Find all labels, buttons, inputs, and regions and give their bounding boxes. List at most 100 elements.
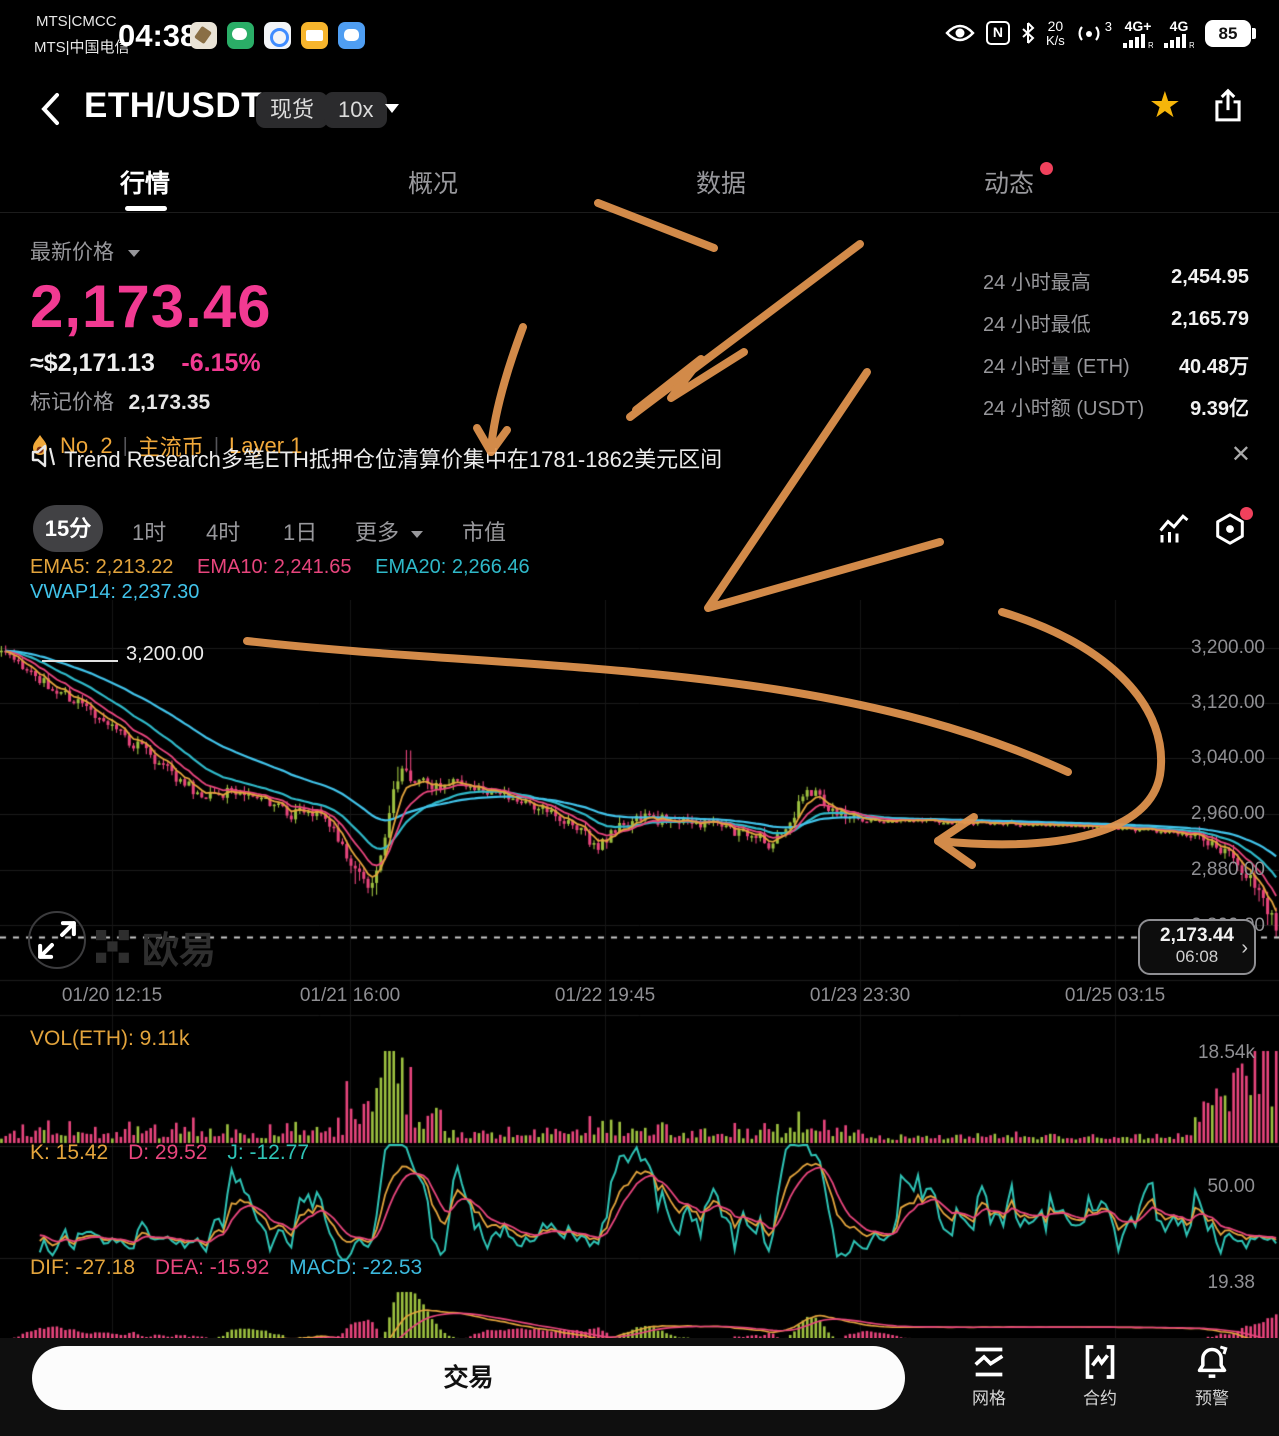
timeframe-1h[interactable]: 1时 (132, 520, 167, 545)
carrier-label: MTS|CMCC (36, 13, 117, 30)
y-tick: 2,960.00 (1191, 803, 1265, 824)
kdj-k-value: K: 15.42 (30, 1141, 109, 1164)
price-dropdown-icon (127, 249, 140, 257)
okx-watermark: 欧易 (96, 920, 216, 974)
x-tick: 01/22 19:45 (554, 985, 656, 1006)
tag-chevron-icon: › (1241, 937, 1248, 959)
x-tick: 01/23 23:30 (809, 985, 911, 1006)
y-tick: 3,120.00 (1191, 692, 1265, 713)
status-icons: N 20 K/s 3 4G+ R 4G R 85 (945, 17, 1256, 48)
tag-time: 06:08 (1175, 947, 1219, 966)
timeframe-15m[interactable]: 15分 (33, 505, 103, 552)
vol-value: VOL(ETH): 9.11k (30, 1027, 190, 1050)
tag-price: 2,173.44 (1160, 925, 1234, 946)
grid-bot-icon (974, 1347, 1004, 1377)
browser-app-icon (264, 22, 291, 49)
macd-dif-value: DIF: -27.18 (30, 1256, 136, 1279)
ema10-value: EMA10: 2,241.65 (197, 556, 352, 578)
eye-comfort-icon (945, 24, 975, 42)
x-tick: 01/21 16:00 (299, 985, 401, 1006)
network-speed: 20 K/s (1045, 17, 1065, 48)
first-price-label: 3,200.00 (126, 643, 204, 665)
clock: 04:38 (118, 18, 198, 53)
alert-label: 预警 (1195, 1389, 1229, 1408)
mark-price-label: 标记价格 (30, 391, 114, 414)
tab-overview[interactable]: 概况 (407, 170, 458, 198)
ema5-value: EMA5: 2,213.22 (30, 556, 174, 578)
fullscreen-icon[interactable] (28, 911, 86, 969)
mail-app-icon (301, 22, 328, 49)
y-tick: 3,200.00 (1191, 637, 1265, 658)
first-price-tickline (42, 660, 118, 662)
alert-bell-icon (1197, 1345, 1228, 1378)
bottom-bar: 交易 网格 合约 预警 (0, 1338, 1279, 1436)
header: ETH/USDT 现货 10x ★ (0, 78, 1279, 140)
kdj-indicator-row: K: 15.42 D: 29.52 J: -12.77 (30, 1141, 309, 1165)
bluetooth-icon (1022, 22, 1035, 44)
y-tick: 2,880.00 (1191, 859, 1265, 880)
trade-button[interactable]: 交易 (32, 1346, 905, 1410)
rank-badge: No. 2 (60, 433, 113, 458)
wechat-app-icon (227, 22, 254, 49)
share-icon[interactable] (1211, 88, 1245, 124)
tab-quotes[interactable]: 行情 (119, 170, 170, 198)
x-tick: 01/25 03:15 (1064, 985, 1166, 1006)
token-tags-row[interactable]: No. 2 | 主流币 | Layer 1 (30, 430, 302, 462)
vwap-value: VWAP14: 2,237.30 (30, 581, 200, 603)
price-change: -6.15% (181, 349, 261, 377)
pair-title: ETH/USDT (84, 86, 263, 125)
carrier-label-2: MTS|中国电信 (34, 39, 130, 56)
watermark-brand: 欧易 (142, 930, 216, 971)
pair-dropdown-icon[interactable] (385, 104, 399, 113)
okx-logo-icon (96, 930, 129, 963)
timeframe-bar: 15分 1时 4时 1日 更多 市值 (0, 503, 1279, 557)
macd-dea-value: DEA: -15.92 (154, 1256, 270, 1279)
kdj-d-value: D: 29.52 (128, 1141, 208, 1164)
kdj-axis-mid: 50.00 (1207, 1176, 1255, 1197)
kdj-j-value: J: -12.77 (227, 1141, 310, 1164)
chart-settings-icon[interactable] (1212, 511, 1248, 547)
last-price-label[interactable]: 最新价格 (30, 236, 302, 266)
notes-app-icon (190, 22, 217, 49)
alert-button[interactable]: 预警 (1176, 1342, 1248, 1409)
chart-style-icon[interactable] (1156, 511, 1192, 547)
stat-row: 24 小时量 (ETH) 40.48万 (983, 356, 1249, 378)
macd-axis: 19.38 (1207, 1272, 1255, 1293)
sim2-signal: 4G R (1164, 18, 1194, 48)
messenger-app-icon (338, 22, 365, 49)
market-cap-tab[interactable]: 市值 (462, 520, 507, 545)
tab-data[interactable]: 数据 (695, 170, 746, 198)
back-icon[interactable] (38, 92, 62, 126)
grid-bot-label: 网格 (972, 1389, 1006, 1408)
news-text: Trend Research多笔ETH抵押仓位清算价集中在1781-1862美元… (64, 447, 723, 472)
svg-text:R: R (1189, 41, 1194, 48)
futures-label: 合约 (1083, 1389, 1117, 1408)
feed-badge (1040, 162, 1053, 175)
hotspot-icon (1078, 26, 1100, 41)
grid-bot-button[interactable]: 网格 (953, 1342, 1025, 1409)
futures-button[interactable]: 合约 (1064, 1342, 1136, 1409)
category-tag: 主流币 (137, 435, 204, 460)
tab-feed[interactable]: 动态 (983, 170, 1034, 198)
timeframe-1d[interactable]: 1日 (283, 520, 318, 545)
timeframe-4h[interactable]: 4时 (206, 520, 241, 545)
ma-indicator-row: EMA5: 2,213.22 EMA10: 2,241.65 EMA20: 2,… (30, 556, 530, 579)
sim1-signal: 4G+ R (1123, 18, 1153, 48)
price-panel: 最新价格 2,173.46 ≈$2,171.13 -6.15% 标记价格 2,1… (30, 236, 302, 462)
x-tick: 01/20 12:15 (61, 985, 163, 1006)
last-price: 2,173.46 (30, 273, 272, 340)
nav-tabs: 行情 概况 数据 动态 (0, 150, 1279, 213)
stats-panel: 24 小时最高 2,454.95 24 小时最低 2,165.79 24 小时量 (… (983, 266, 1249, 421)
favorite-star-icon[interactable]: ★ (1148, 84, 1181, 125)
macd-value: MACD: -22.53 (289, 1256, 423, 1279)
stat-row: 24 小时最高 2,454.95 (983, 266, 1249, 294)
timeframe-more[interactable]: 更多 (355, 515, 424, 547)
news-close-icon[interactable]: ✕ (1230, 441, 1251, 468)
futures-icon (1085, 1345, 1115, 1379)
mark-price: 2,173.35 (128, 391, 211, 414)
announcement-icon (31, 444, 56, 468)
ema20-value: EMA20: 2,266.46 (375, 556, 530, 578)
last-price-tag[interactable]: 2,173.44 06:08 › (1138, 919, 1256, 975)
news-ticker[interactable]: Trend Research多笔ETH抵押仓位清算价集中在1781-1862美元… (0, 432, 1279, 480)
